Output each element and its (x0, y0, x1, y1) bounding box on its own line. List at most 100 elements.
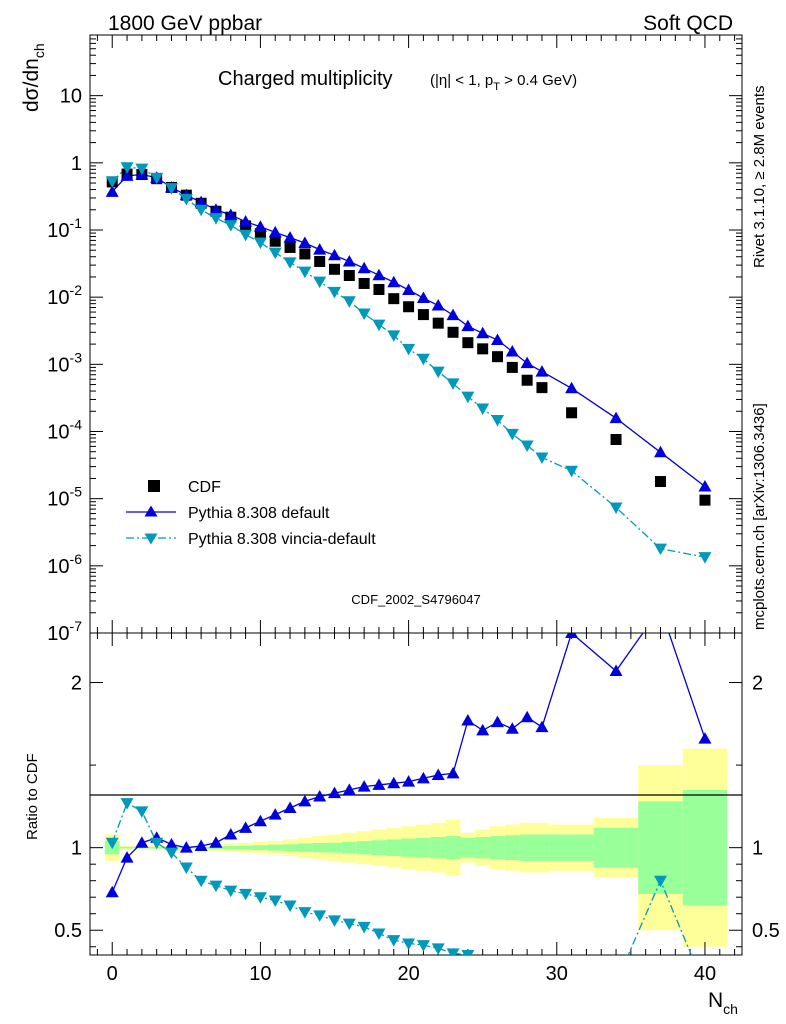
default-point (253, 220, 267, 232)
x-tick-label: 0 (107, 963, 118, 985)
default-point (105, 185, 119, 197)
stat-uncertainty-band (282, 844, 298, 851)
default-ratio-point (135, 836, 149, 848)
vincia-point (446, 378, 460, 390)
x-tick-label: 20 (397, 963, 419, 985)
top-axis-ticks (90, 34, 742, 634)
vincia-ratio-point (387, 935, 401, 947)
y-tick-label: 1 (71, 153, 82, 175)
vincia-ratio-point (431, 943, 445, 955)
ratio-series-inner (105, 633, 712, 955)
default-ratio-point (342, 783, 356, 795)
stat-uncertainty-band (534, 834, 550, 861)
vincia-ratio-point (194, 875, 208, 888)
cdf-point (447, 326, 459, 338)
default-point (387, 275, 401, 288)
vincia-point (209, 213, 223, 225)
ratio-tick-label-right: 2 (752, 673, 763, 695)
default-ratio-point (313, 789, 327, 802)
stat-uncertainty-band (119, 846, 135, 849)
stat-uncertainty-band (356, 841, 372, 855)
vincia-point (179, 193, 193, 206)
cdf-point (462, 337, 474, 349)
default-ratio-point (120, 851, 134, 863)
bottom-panel-frame (89, 632, 743, 956)
vincia-point (342, 296, 356, 308)
x-tick-label: 40 (694, 963, 716, 985)
default-ratio-point (209, 836, 223, 848)
stat-uncertainty-band (327, 842, 342, 853)
energy-label: 1800 GeV ppbar (108, 12, 262, 35)
vincia-ratio-point (446, 948, 460, 955)
stat-uncertainty-band (341, 841, 357, 854)
vincia-point (565, 465, 579, 478)
x-tick-label: 10 (249, 963, 271, 985)
vincia-ratio-point (179, 862, 193, 874)
stat-uncertainty-band (430, 836, 446, 859)
cdf-point (373, 284, 385, 296)
vincia-point (194, 204, 208, 217)
vincia-ratio-point (461, 950, 475, 955)
vincia-ratio-point (150, 837, 164, 850)
stat-uncertainty-band (475, 836, 491, 859)
stat-uncertainty-band (445, 836, 461, 860)
vincia-ratio-point (357, 921, 371, 934)
default-point (313, 243, 327, 255)
cdf-point (699, 494, 711, 506)
vincia-point (105, 176, 119, 188)
vincia-point (357, 308, 371, 321)
legend-cdf-marker (148, 480, 160, 492)
default-point (120, 169, 134, 181)
default-ratio-point (431, 768, 445, 781)
bottom-series-group (105, 633, 712, 955)
default-ratio-point (535, 720, 549, 733)
stat-uncertainty-band (312, 843, 328, 853)
vincia-point (505, 428, 519, 441)
default-point (209, 203, 223, 215)
stat-uncertainty-band (416, 837, 431, 858)
vincia-ratio-point (402, 938, 416, 950)
vincia-ratio-point (342, 918, 356, 931)
legend: CDF Pythia 8.308 default Pythia 8.308 vi… (126, 479, 376, 548)
y-tick-label: 10-2 (47, 282, 82, 309)
default-ratio-point (268, 808, 282, 820)
top-y-tick-labels: 10 1 10-1 10-2 10-3 10-4 10-5 10-6 10-7 (47, 86, 82, 645)
y-tick-label: 10-4 (47, 416, 82, 443)
vincia-point (654, 543, 667, 556)
cdf-point (432, 317, 444, 329)
cdf-point (343, 270, 355, 282)
vincia-point (283, 257, 297, 269)
ratio-tick-label-right: 0.5 (752, 920, 780, 942)
x-tick-label: 30 (546, 963, 568, 985)
default-point (491, 333, 504, 346)
top-ylabel: dσ/dnch (20, 43, 47, 112)
vincia-point (520, 440, 534, 452)
default-ratio-point (328, 786, 341, 799)
default-ratio-point (105, 885, 119, 898)
default-point (402, 283, 416, 295)
default-line (111, 173, 706, 488)
default-point (654, 445, 667, 458)
ratio-tick-label: 1 (71, 838, 82, 860)
vincia-point (698, 552, 712, 564)
default-ratio-point (476, 723, 490, 736)
legend-vincia-label: Pythia 8.308 vincia-default (188, 531, 376, 548)
default-ratio-point (194, 839, 208, 852)
vincia-ratio-point (298, 907, 312, 919)
vincia-point (298, 266, 312, 279)
vincia-point (416, 353, 430, 366)
stat-uncertainty-band (297, 843, 313, 852)
default-point (224, 208, 238, 221)
default-point (194, 195, 208, 208)
default-ratio-point (520, 710, 534, 723)
default-point (298, 236, 312, 249)
vincia-point (328, 286, 341, 299)
cdf-point (477, 343, 489, 355)
vincia-point (150, 172, 164, 185)
cdf-point (388, 293, 400, 305)
vincia-ratio-point (105, 837, 119, 850)
cdf-point (655, 476, 666, 488)
default-point (461, 319, 475, 332)
vincia-point (268, 247, 282, 260)
